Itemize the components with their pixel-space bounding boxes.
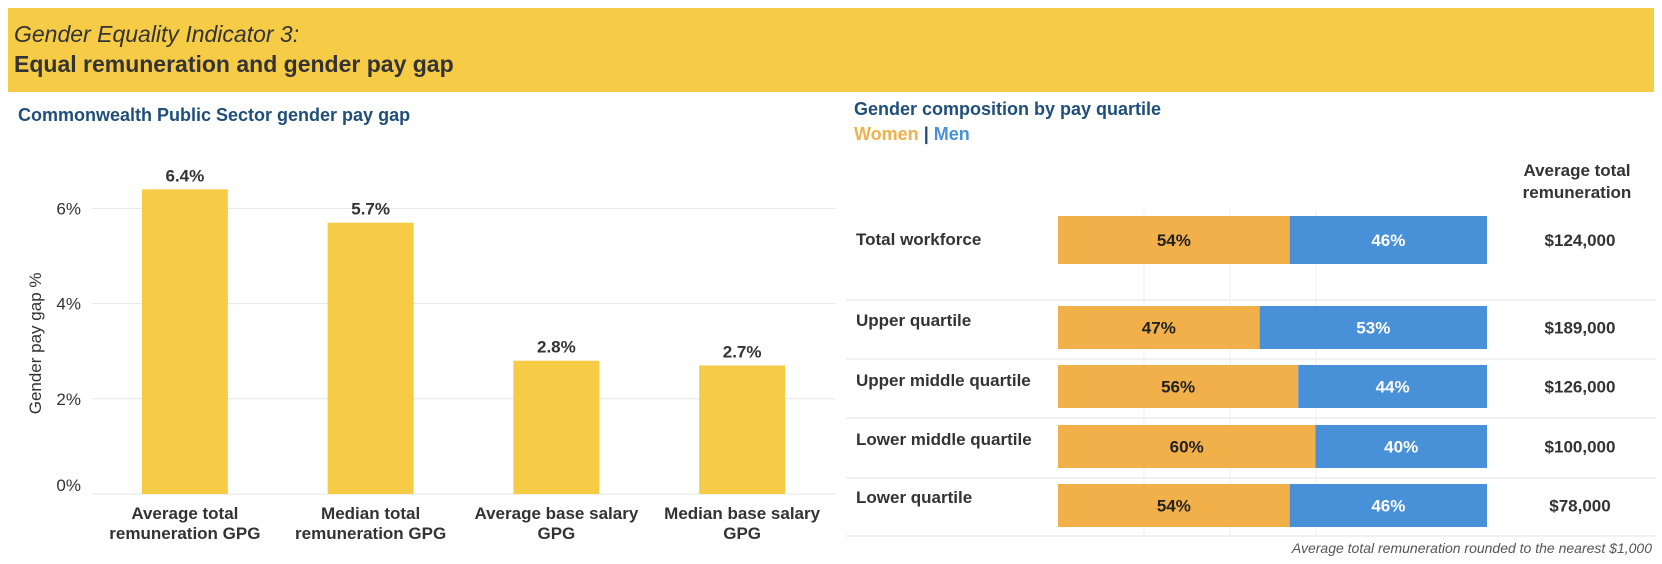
bar-value-label: 2.8%	[537, 338, 576, 357]
men-value-label: 46%	[1371, 231, 1405, 250]
header-title: Equal remuneration and gender pay gap	[14, 51, 454, 77]
bar-value-label: 2.7%	[723, 342, 762, 361]
x-tick-label: Median base salary	[664, 504, 820, 523]
quartile-chart-title: Gender composition by pay quartile	[854, 99, 1162, 119]
bar-men	[1298, 365, 1487, 408]
row-label: Total workforce	[856, 230, 981, 249]
bar-value-label: 6.4%	[166, 166, 205, 185]
pay-gap-chart-title: Commonwealth Public Sector gender pay ga…	[18, 105, 411, 125]
bar-women	[1058, 306, 1260, 349]
remuneration-value: $100,000	[1545, 438, 1616, 457]
column-header: Average total	[1523, 161, 1630, 180]
legend-separator: |	[923, 124, 929, 144]
legend-women: Women	[854, 124, 919, 144]
bar-women	[1058, 484, 1290, 527]
x-tick-label: GPG	[537, 524, 575, 543]
bar-men	[1315, 425, 1487, 468]
y-axis-label: Gender pay gap %	[26, 273, 45, 415]
bar	[699, 365, 786, 494]
women-value-label: 54%	[1157, 497, 1191, 516]
women-value-label: 56%	[1161, 378, 1195, 397]
header-subtitle: Gender Equality Indicator 3:	[14, 21, 300, 47]
women-value-label: 60%	[1170, 438, 1204, 457]
y-tick-label: 4%	[56, 295, 81, 314]
men-value-label: 46%	[1371, 497, 1405, 516]
remuneration-value: $189,000	[1545, 319, 1616, 338]
row-label: Upper middle quartile	[856, 371, 1031, 390]
legend: Women | Men	[854, 124, 970, 145]
remuneration-value: $124,000	[1545, 231, 1616, 250]
x-tick-label: remuneration GPG	[109, 524, 260, 543]
y-tick-label: 6%	[56, 199, 81, 218]
row-label: Upper quartile	[856, 311, 971, 330]
bar-women	[1058, 216, 1290, 264]
x-tick-label: GPG	[723, 524, 761, 543]
men-value-label: 40%	[1384, 438, 1418, 457]
y-tick-label: 2%	[56, 390, 81, 409]
bar	[141, 189, 228, 495]
footnote: Average total remuneration rounded to th…	[1291, 540, 1652, 556]
row-label: Lower quartile	[856, 488, 972, 507]
bar-value-label: 5.7%	[351, 200, 390, 219]
bar-women	[1058, 365, 1299, 408]
x-tick-label: Average base salary	[474, 504, 638, 523]
bar	[327, 222, 414, 494]
legend-men: Men	[933, 124, 970, 144]
header-banner: Gender Equality Indicator 3: Equal remun…	[8, 8, 1654, 92]
remuneration-value: $126,000	[1545, 378, 1616, 397]
men-value-label: 44%	[1376, 378, 1410, 397]
y-tick-label: 0%	[56, 476, 81, 495]
women-value-label: 54%	[1157, 231, 1191, 250]
bar	[513, 360, 600, 494]
row-label: Lower middle quartile	[856, 430, 1032, 449]
men-value-label: 53%	[1356, 319, 1390, 338]
bar-men	[1289, 484, 1487, 527]
remuneration-value: $78,000	[1549, 497, 1610, 516]
x-tick-label: Median total	[321, 504, 420, 523]
bar-women	[1058, 425, 1316, 468]
x-tick-label: Average total	[131, 504, 238, 523]
x-tick-label: remuneration GPG	[295, 524, 446, 543]
column-header: remuneration	[1523, 183, 1632, 202]
bar-men	[1289, 216, 1487, 264]
women-value-label: 47%	[1142, 319, 1176, 338]
bar-men	[1259, 306, 1487, 349]
